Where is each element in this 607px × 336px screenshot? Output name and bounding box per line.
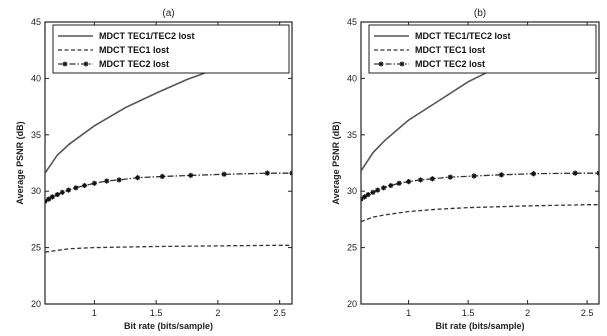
series-marker xyxy=(289,170,292,176)
series-marker xyxy=(370,189,376,195)
series-marker xyxy=(159,173,165,180)
series-marker xyxy=(381,185,387,191)
y-tick-label: 20 xyxy=(31,299,41,309)
series-marker xyxy=(396,180,402,186)
x-tick-label: 2.5 xyxy=(581,308,594,318)
series-line xyxy=(361,59,511,172)
legend-label: MDCT TEC1 lost xyxy=(99,45,169,55)
series-marker xyxy=(530,171,537,177)
series-marker xyxy=(104,178,110,184)
series-marker xyxy=(572,170,578,176)
legend-label: MDCT TEC1/TEC2 lost xyxy=(415,31,511,41)
plot-area xyxy=(45,67,292,253)
series-marker xyxy=(65,187,72,193)
y-tick-label: 35 xyxy=(31,130,41,140)
x-tick-label: 1 xyxy=(406,308,411,318)
legend-label: MDCT TEC2 lost xyxy=(99,59,169,69)
plot-frame xyxy=(44,21,293,305)
plot-frame xyxy=(360,21,600,305)
series-marker xyxy=(596,170,599,176)
y-tick-label: 25 xyxy=(347,243,357,253)
series-marker xyxy=(429,176,435,182)
series-marker xyxy=(135,175,141,181)
y-tick-label: 35 xyxy=(347,130,357,140)
x-tick-label: 2 xyxy=(525,308,530,318)
x-axis-label: Bit rate (bits/sample) xyxy=(124,321,213,331)
series-line xyxy=(45,244,292,253)
series-marker xyxy=(361,194,368,200)
legend-marker xyxy=(62,61,68,67)
legend-marker xyxy=(83,61,89,67)
series-marker xyxy=(264,170,270,176)
y-tick-label: 30 xyxy=(347,186,357,196)
legend-label: MDCT TEC2 lost xyxy=(415,59,485,69)
series-marker xyxy=(46,196,52,202)
y-tick-label: 45 xyxy=(347,17,357,27)
y-tick-label: 25 xyxy=(31,243,41,253)
y-tick-label: 40 xyxy=(347,73,357,83)
series-marker xyxy=(375,187,381,193)
series-marker xyxy=(73,185,79,191)
legend-marker xyxy=(399,61,405,67)
series-line xyxy=(45,67,219,174)
y-tick-label: 20 xyxy=(347,299,357,309)
x-tick-label: 2 xyxy=(215,308,220,318)
series-line xyxy=(45,172,292,202)
legend-box xyxy=(368,24,597,74)
series-marker xyxy=(388,182,394,189)
series-marker xyxy=(221,171,227,177)
chart-title: (b) xyxy=(474,8,486,19)
series-line xyxy=(361,172,599,200)
series-marker xyxy=(498,172,505,178)
series-marker xyxy=(81,182,88,189)
y-tick-label: 40 xyxy=(31,73,41,83)
legend-box xyxy=(52,24,290,74)
y-axis-label: Average PSNR (dB) xyxy=(15,121,25,204)
series-marker xyxy=(188,172,194,179)
series-marker xyxy=(49,194,56,200)
x-axis-label: Bit rate (bits/sample) xyxy=(435,321,524,331)
series-marker xyxy=(406,179,412,185)
series-marker xyxy=(91,180,97,186)
x-tick-label: 1.5 xyxy=(462,308,475,318)
legend-label: MDCT TEC1 lost xyxy=(415,45,485,55)
x-tick-label: 1 xyxy=(92,308,97,318)
series-marker xyxy=(447,174,453,180)
plot-area xyxy=(361,59,599,223)
legend-label: MDCT TEC1/TEC2 lost xyxy=(99,31,195,41)
series-marker xyxy=(471,173,477,179)
series-marker xyxy=(59,189,65,195)
chart-panel-b: 20 25 30 35 40 45 1 1.5 2 2.5 (b) Bit rate (bits/sa… xyxy=(331,8,600,331)
legend-marker xyxy=(378,61,384,67)
x-tick-label: 2.5 xyxy=(273,308,286,318)
series-marker xyxy=(54,191,60,198)
chart-panel-a: 20 25 30 35 40 45 1 1.5 2 2.5 (a) Bit rate (bits/sa… xyxy=(15,8,293,331)
y-tick-label: 45 xyxy=(31,17,41,27)
y-axis-label: Average PSNR (dB) xyxy=(331,121,341,204)
series-marker xyxy=(365,191,371,198)
chart-title: (a) xyxy=(162,8,174,19)
series-line xyxy=(361,204,599,223)
series-marker xyxy=(417,177,424,183)
x-tick-label: 1.5 xyxy=(150,308,163,318)
y-tick-label: 30 xyxy=(31,186,41,196)
series-marker xyxy=(116,177,122,183)
